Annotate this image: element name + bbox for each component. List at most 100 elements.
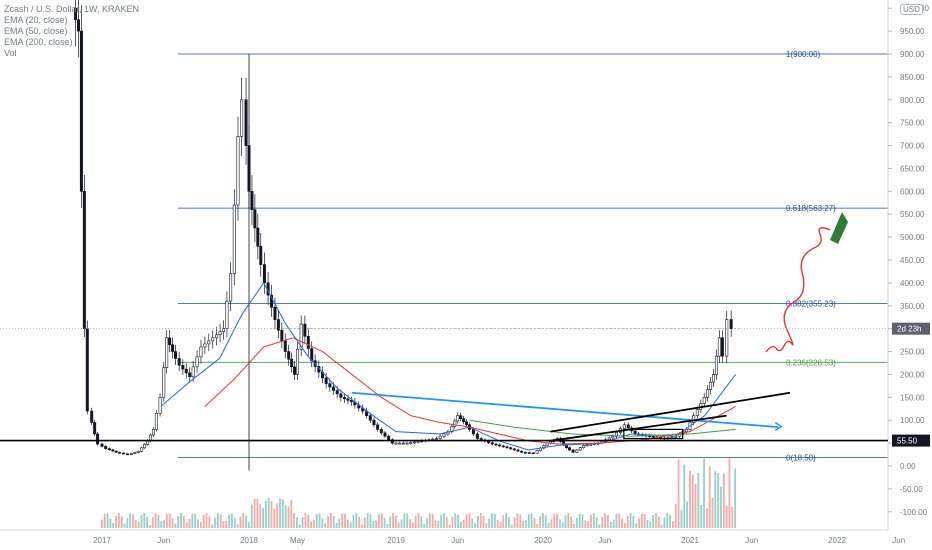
volume-bar <box>638 518 640 528</box>
volume-bar <box>214 517 216 528</box>
volume-bar <box>626 515 629 528</box>
volume-bar <box>363 517 366 528</box>
y-tick-label: 750.00 <box>900 119 925 128</box>
rocket-icon <box>830 212 848 244</box>
volume-bar <box>643 514 646 528</box>
volume-bar <box>437 521 440 528</box>
candle-body <box>211 337 215 342</box>
candle-body <box>299 323 303 350</box>
volume-bar <box>440 514 443 528</box>
y-tick-label: 950.00 <box>900 27 925 36</box>
candle-body <box>107 448 111 451</box>
y-tick-label: 900.00 <box>900 50 925 59</box>
indicator-ema50[interactable]: EMA (50, close) <box>4 26 68 36</box>
volume-bar <box>615 513 618 528</box>
candle-body <box>136 451 140 453</box>
candle-body <box>709 381 713 391</box>
candle-body <box>276 319 280 331</box>
volume-bar <box>239 516 242 528</box>
volume-bar <box>496 519 499 528</box>
volume-bar <box>578 513 581 528</box>
indicator-ema200[interactable]: EMA (200, close) <box>4 37 73 47</box>
volume-bar <box>542 513 544 528</box>
indicator-vol[interactable]: Vol <box>4 48 17 58</box>
candle-body <box>335 390 339 395</box>
fib-label-0.236: 0.236(226.53) <box>786 358 836 367</box>
volume-bar <box>426 518 428 528</box>
candle-body <box>203 343 207 348</box>
volume-bar <box>132 514 134 528</box>
volume-bar <box>717 472 720 528</box>
candle-body <box>96 433 100 445</box>
volume-bar <box>409 519 411 528</box>
fib-label-0: 0(18.50) <box>786 454 816 463</box>
candle-body <box>523 451 527 454</box>
volume-bar <box>502 515 505 528</box>
volume-bar <box>386 524 389 528</box>
volume-bar <box>321 518 324 528</box>
candle-body <box>181 364 185 370</box>
candle-body <box>475 433 479 439</box>
y-tick-label: 500.00 <box>900 233 925 242</box>
volume-bar <box>313 520 315 528</box>
volume-bar <box>672 521 674 528</box>
candle-body <box>405 442 409 445</box>
volume-bar <box>581 514 584 528</box>
volume-bar <box>663 517 666 528</box>
volume-bar <box>417 513 420 528</box>
volume-bar <box>279 498 281 528</box>
candle-body <box>651 435 655 438</box>
volume-bar <box>674 504 677 528</box>
volume-bar <box>349 522 352 528</box>
volume-bar <box>513 517 516 528</box>
indicator-ema20[interactable]: EMA (20, close) <box>4 15 68 25</box>
y-tick-label: 800.00 <box>900 96 925 105</box>
volume-bar <box>315 514 318 528</box>
volume-bar <box>536 523 539 528</box>
trend-drawings <box>351 212 848 442</box>
ema200-line <box>469 419 736 437</box>
candle-body <box>379 429 383 434</box>
volume-bar <box>711 498 714 528</box>
candle-body <box>685 429 689 432</box>
volume-bar <box>304 513 307 528</box>
x-tick-label: Jun <box>451 536 464 545</box>
currency-button[interactable]: USD <box>900 4 923 15</box>
volume-bar <box>618 513 621 528</box>
volume-bar <box>166 514 168 528</box>
candle-body <box>346 398 350 401</box>
candle-body <box>125 453 129 456</box>
volume-bar <box>601 516 604 528</box>
volume-bar <box>556 513 558 528</box>
volume-bar <box>649 521 652 528</box>
candle-body <box>695 409 699 416</box>
volume-bar <box>346 519 349 528</box>
candle-body <box>578 447 582 451</box>
ema-lines <box>160 281 736 451</box>
candle-body <box>531 452 535 455</box>
volume-bar <box>290 499 293 528</box>
channel-lower-line <box>550 414 727 442</box>
volume-bar <box>694 483 697 528</box>
volume-bar <box>561 522 564 528</box>
volume-bar <box>250 504 253 528</box>
volume-bar <box>242 513 245 528</box>
x-tick-label: 2020 <box>534 536 552 545</box>
volume-bar <box>683 464 686 528</box>
candle-body <box>626 424 630 429</box>
volume-bar <box>270 501 273 528</box>
candle-body <box>527 452 531 454</box>
range-box <box>623 428 684 440</box>
candle-body <box>456 415 460 422</box>
candle-body <box>270 294 274 308</box>
volume-bar <box>160 521 163 528</box>
volume-bar <box>194 513 197 528</box>
volume-bar <box>335 523 338 528</box>
candle-body <box>535 450 539 454</box>
volume-bar <box>725 506 728 528</box>
volume-bar <box>163 520 165 528</box>
volume-bar <box>225 520 228 528</box>
volume-bar <box>525 520 527 528</box>
volume-bar <box>307 514 310 528</box>
